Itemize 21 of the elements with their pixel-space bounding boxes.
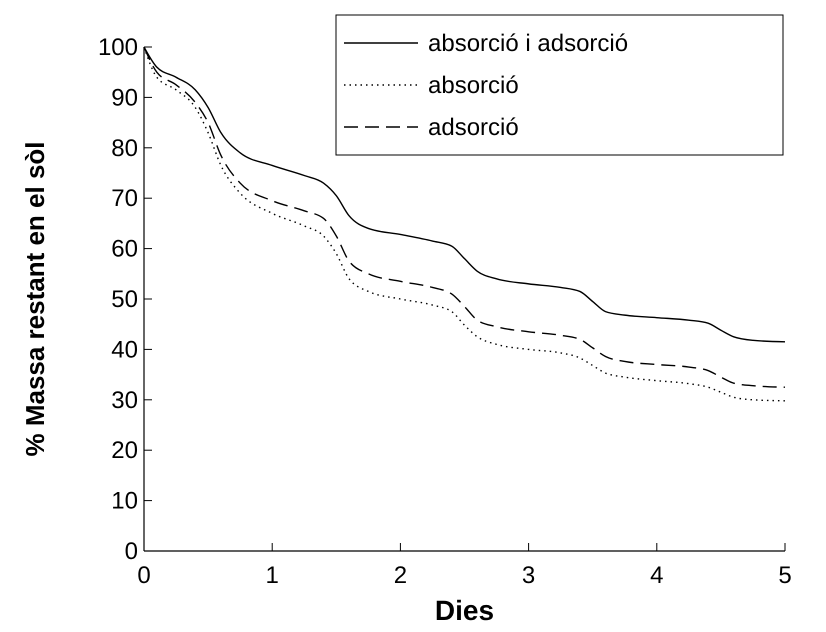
y-tick-label: 60 [111,236,138,263]
y-tick-label: 50 [111,286,138,313]
x-tick-label: 2 [394,562,408,589]
y-axis-title: % Massa restant en el sòl [20,141,50,457]
y-tick-label: 10 [111,488,138,515]
y-tick-label: 70 [111,185,138,212]
x-axis-title: Dies [434,595,494,626]
y-tick-label: 0 [124,538,138,565]
x-tick-label: 4 [650,562,664,589]
y-tick-label: 20 [111,437,138,464]
y-tick-label: 40 [111,336,138,364]
legend-label: absorció [428,72,519,99]
x-tick-label: 1 [266,562,279,589]
y-tick-label: 80 [111,134,138,162]
x-tick-label: 5 [778,562,792,589]
legend-label: absorció i adsorció [428,30,628,57]
y-tick-label: 90 [111,84,138,112]
y-tick-label: 30 [111,386,138,414]
legend-label: adsorció [428,114,519,141]
x-tick-label: 3 [522,562,536,589]
y-tick-label: 100 [98,34,138,61]
